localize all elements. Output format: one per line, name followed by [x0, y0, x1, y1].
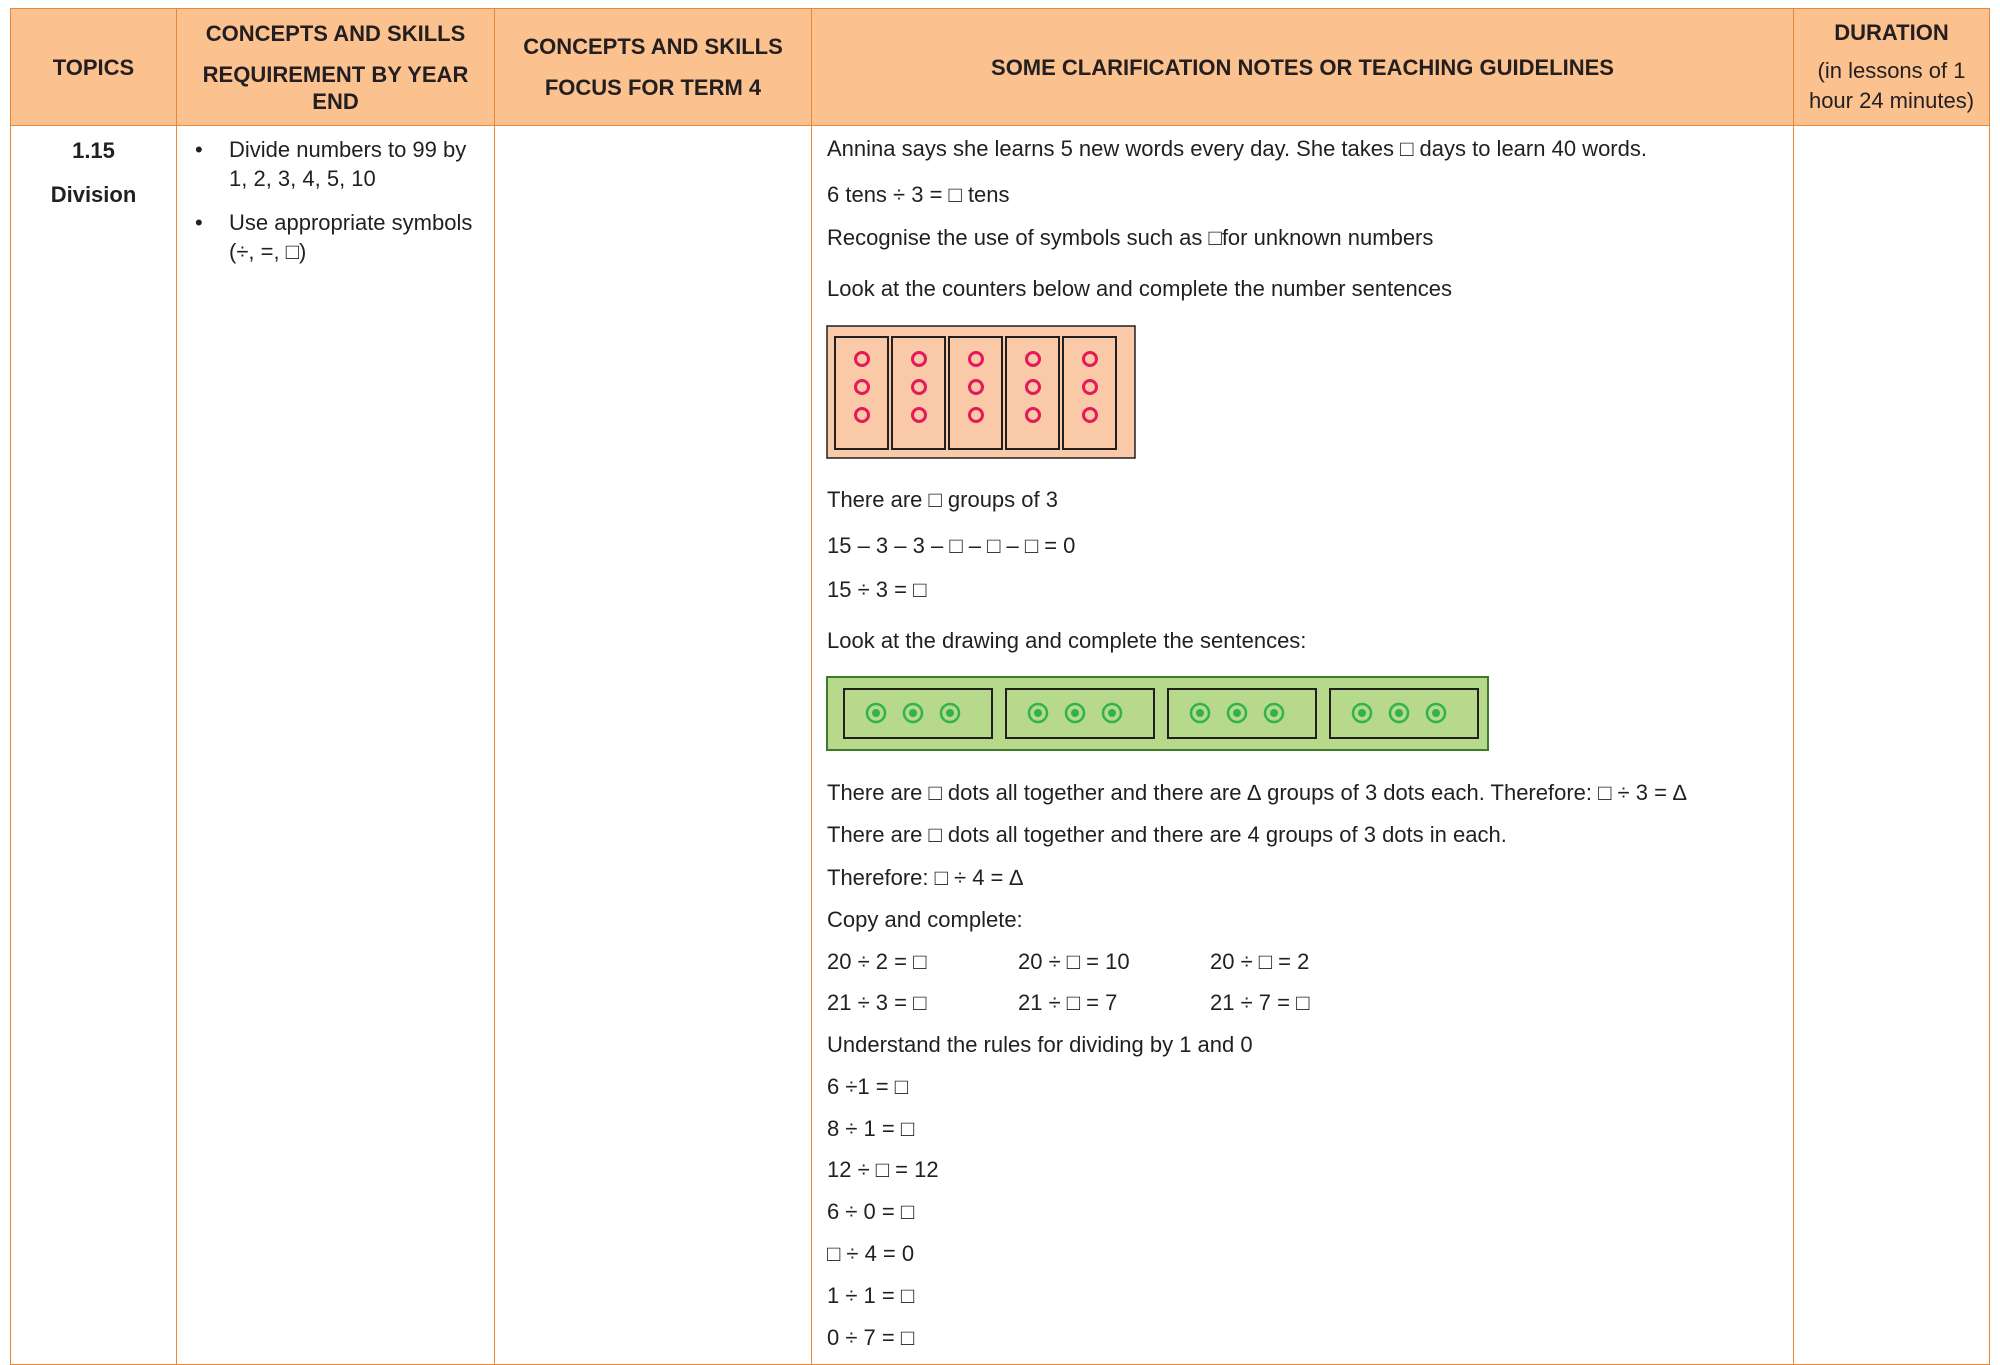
counter: [1270, 709, 1278, 717]
counter: [1064, 702, 1086, 724]
counter: [1071, 709, 1079, 717]
counter: [1189, 702, 1211, 724]
counter: [854, 379, 870, 395]
note-line: 21 ÷ □ = 7: [1018, 990, 1118, 1015]
note-line: Copy and complete:: [827, 907, 1023, 932]
note-line: 20 ÷ □ = 10: [1018, 949, 1130, 974]
counter: [968, 379, 984, 395]
counter: [1025, 379, 1041, 395]
topic-number: 1.15: [72, 138, 115, 163]
counter: [1025, 351, 1041, 367]
note-line: 8 ÷ 1 = □: [827, 1116, 915, 1141]
counter: [911, 407, 927, 423]
note-line: 20 ÷ 2 = □: [827, 949, 927, 974]
counter: [1034, 709, 1042, 717]
topic-name: Division: [50, 182, 137, 207]
notes-cell: Annina says she learns 5 new words every…: [811, 125, 1794, 1365]
counter: [1101, 702, 1123, 724]
requirement: Use appropriate symbols (÷, =, □): [195, 208, 479, 266]
note-line: □ ÷ 4 = 0: [827, 1241, 915, 1266]
note-line: 21 ÷ 7 = □: [1210, 990, 1310, 1015]
figure-box: [1062, 336, 1117, 450]
counter: [1082, 379, 1098, 395]
counter: [854, 351, 870, 367]
counter: [911, 379, 927, 395]
counter: [1432, 709, 1440, 717]
note-line: 12 ÷ □ = 12: [827, 1157, 939, 1182]
header-text: CONCEPTS AND SKILLS: [205, 20, 466, 46]
counter: [902, 702, 924, 724]
counter: [1351, 702, 1373, 724]
note-line: Look at the drawing and complete the sen…: [827, 628, 1307, 653]
counter: [1082, 351, 1098, 367]
counter: [1425, 702, 1447, 724]
counter: [946, 709, 954, 717]
figure-box: [1005, 688, 1155, 739]
header-duration: DURATION (in lessons of 1 hour 24 minutes…: [1793, 8, 1990, 126]
note-line: 15 ÷ 3 = □: [827, 577, 927, 602]
header-focus: CONCEPTS AND SKILLS FOCUS FOR TERM 4: [494, 8, 812, 126]
topic-cell: 1.15 Division: [10, 125, 177, 1365]
counter: [1226, 702, 1248, 724]
counter: [911, 351, 927, 367]
counter: [1358, 709, 1366, 717]
note-line: Understand the rules for dividing by 1 a…: [827, 1032, 1253, 1057]
figure-box: [891, 336, 946, 450]
counter: [854, 407, 870, 423]
header-text: REQUIREMENT BY YEAR END: [202, 61, 469, 114]
note-line: Look at the counters below and complete …: [827, 276, 1452, 301]
counter: [968, 407, 984, 423]
counter: [1027, 702, 1049, 724]
note-line: Annina says she learns 5 new words every…: [827, 136, 1647, 161]
duration-cell: [1793, 125, 1990, 1365]
counter: [968, 351, 984, 367]
header-text: FOCUS FOR TERM 4: [544, 75, 762, 100]
note-line: 6 ÷1 = □: [827, 1074, 909, 1099]
note-line: Therefore: □ ÷ 4 = ∆: [827, 865, 1023, 890]
header-text: TOPICS: [52, 54, 135, 80]
counter: [1233, 709, 1241, 717]
figure-box: [948, 336, 1003, 450]
counter: [1395, 709, 1403, 717]
note-line: 6 ÷ 0 = □: [827, 1199, 915, 1224]
header-text: (in lessons of 1 hour 24 minutes): [1808, 57, 1975, 113]
note-line: There are □ dots all together and there …: [827, 822, 1507, 847]
figures: [826, 325, 1489, 751]
counter: [1082, 407, 1098, 423]
note-line: 6 tens ÷ 3 = □ tens: [827, 182, 1010, 207]
note-line: 15 – 3 – 3 – □ – □ – □ = 0: [827, 533, 1076, 558]
requirements-cell: Divide numbers to 99 by 1, 2, 3, 4, 5, 1…: [176, 125, 495, 1365]
header-text: CONCEPTS AND SKILLS: [523, 34, 783, 59]
header-text: DURATION: [1834, 19, 1949, 45]
note-line: Recognise the use of symbols such as □fo…: [827, 225, 1434, 250]
counter: [872, 709, 880, 717]
counter: [1388, 702, 1410, 724]
header-topics: TOPICS: [10, 8, 177, 126]
counter: [939, 702, 961, 724]
requirement: Divide numbers to 99 by 1, 2, 3, 4, 5, 1…: [195, 135, 479, 193]
figure-box: [834, 336, 889, 450]
note-line: There are □ dots all together and there …: [827, 780, 1687, 805]
counter: [1263, 702, 1285, 724]
header-requirements: CONCEPTS AND SKILLS REQUIREMENT BY YEAR E…: [176, 8, 495, 126]
figure-box: [1005, 336, 1060, 450]
figure-box: [1329, 688, 1479, 739]
note-line: 20 ÷ □ = 2: [1210, 949, 1310, 974]
header-text: SOME CLARIFICATION NOTES OR TEACHING GUI…: [991, 54, 1614, 80]
counter: [1025, 407, 1041, 423]
note-line: There are □ groups of 3: [827, 487, 1058, 512]
counter: [1108, 709, 1116, 717]
focus-cell: [494, 125, 812, 1365]
counter: [1196, 709, 1204, 717]
figure-box: [1167, 688, 1317, 739]
note-line: 1 ÷ 1 = □: [827, 1283, 915, 1308]
figure-box: [843, 688, 993, 739]
counter: [909, 709, 917, 717]
header-notes: SOME CLARIFICATION NOTES OR TEACHING GUI…: [811, 8, 1794, 126]
counter: [865, 702, 887, 724]
note-line: 21 ÷ 3 = □: [827, 990, 927, 1015]
note-line: 0 ÷ 7 = □: [827, 1325, 915, 1350]
